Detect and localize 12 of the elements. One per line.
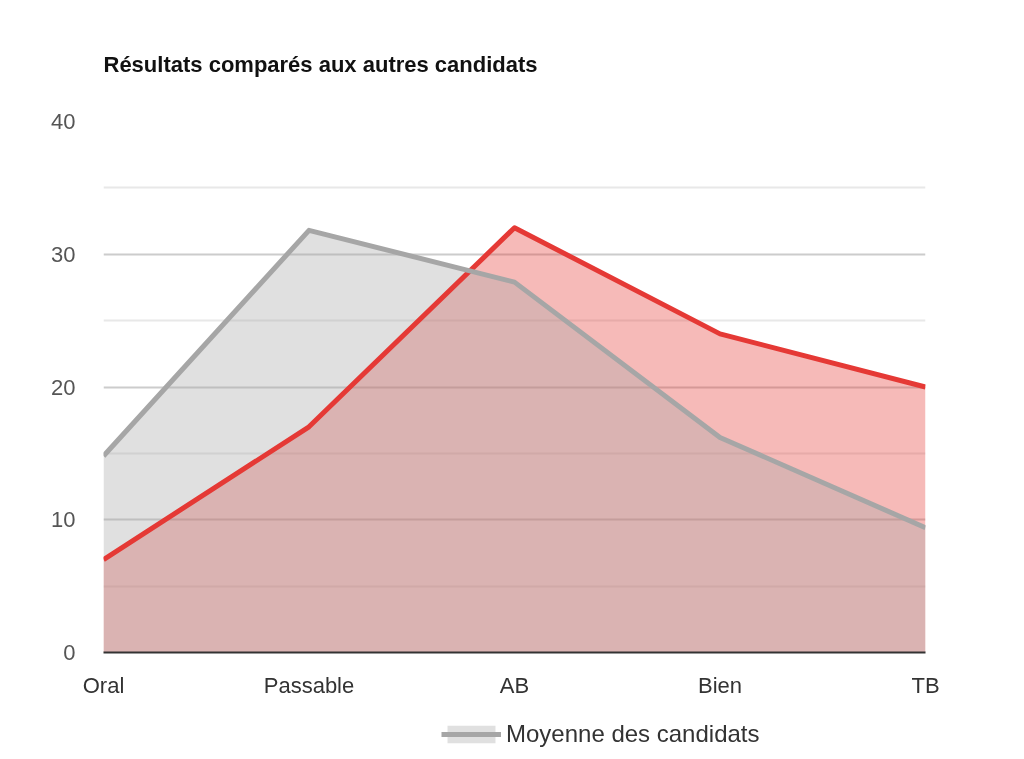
x-tick-label: Passable [263, 672, 355, 698]
y-tick-label: 0 [63, 640, 76, 665]
x-tick-label: Oral [82, 672, 125, 698]
x-tick-label: AB [499, 672, 530, 698]
legend-label: Moyenne des candidats [506, 720, 760, 748]
y-tick-label: 40 [51, 109, 76, 134]
x-tick-label: Bien [697, 672, 743, 698]
x-tick-label: TB [911, 672, 940, 698]
y-tick-label: 30 [51, 241, 76, 267]
y-tick-label: 20 [51, 374, 76, 400]
chart-title: Résultats comparés aux autres candidats [103, 51, 538, 77]
y-tick-label: 10 [51, 507, 76, 533]
